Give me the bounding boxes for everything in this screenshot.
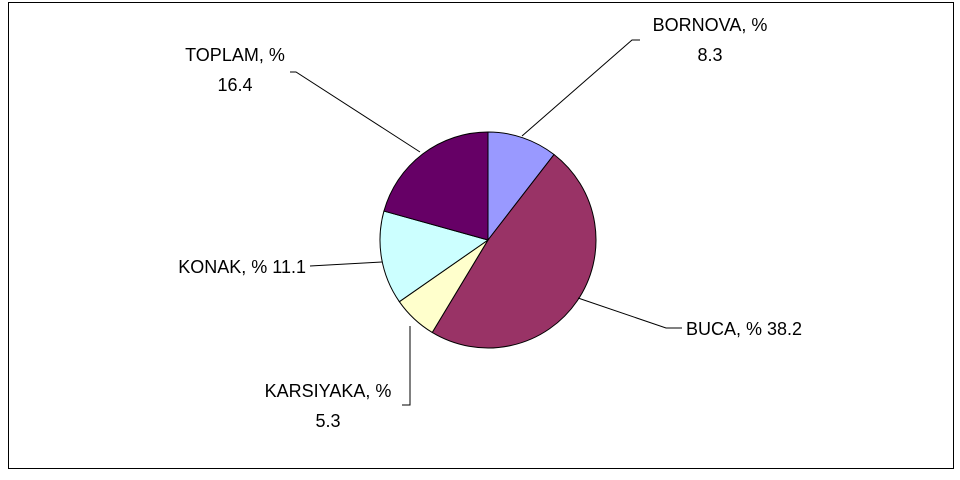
data-label: KONAK, % 11.1 (178, 257, 306, 277)
pie-slice (431, 153, 597, 349)
pie-slice (487, 131, 555, 242)
pie (379, 131, 597, 349)
leader-line (402, 326, 411, 406)
pie-slice (383, 131, 489, 241)
leader-lines (290, 39, 682, 406)
pie-slice (379, 210, 490, 303)
data-label: KARSIYAKA, % 5.3 (264, 381, 392, 431)
leader-line (577, 297, 682, 329)
leader-line (309, 261, 383, 267)
leader-line (521, 39, 640, 137)
data-label: BORNOVA, % 8.3 (652, 15, 768, 65)
data-label: BUCA, % 38.2 (686, 319, 803, 339)
leader-line (290, 71, 421, 153)
data-label: TOPLAM, % 16.4 (185, 45, 285, 95)
